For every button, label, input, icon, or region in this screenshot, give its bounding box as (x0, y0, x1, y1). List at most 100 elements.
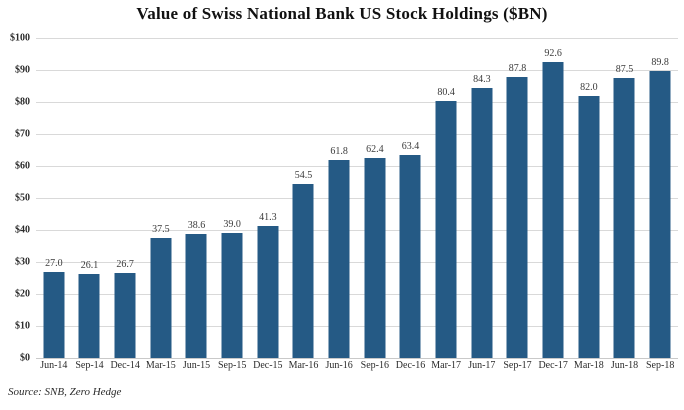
x-tick-label: Jun-15 (182, 360, 211, 371)
bar-slot: 92.6 (535, 38, 571, 358)
x-tick-label: Mar-16 (288, 360, 319, 371)
bar-slot: 84.3 (464, 38, 500, 358)
x-tick-label: Mar-18 (573, 360, 604, 371)
bar-value-label: 87.8 (508, 63, 527, 75)
x-tick-label: Sep-17 (503, 360, 532, 371)
x-tick-label: Dec-14 (110, 360, 140, 371)
bar-value-label: 61.8 (330, 146, 348, 158)
gridline (36, 262, 678, 263)
bar-value-label: 63.4 (401, 141, 420, 153)
y-tick-label: $50 (15, 192, 30, 204)
y-tick-label: $40 (15, 224, 30, 236)
bar[interactable] (399, 155, 421, 358)
gridline (36, 198, 678, 199)
bar-slot: 41.3 (250, 38, 286, 358)
x-tick-label: Mar-17 (431, 360, 462, 371)
bar[interactable] (328, 160, 350, 358)
bar[interactable] (292, 183, 314, 358)
bar-value-label: 62.4 (366, 144, 384, 156)
gridline (36, 38, 678, 39)
source-note: Source: SNB, Zero Hedge (8, 386, 122, 398)
bar-slot: 61.8 (321, 38, 357, 358)
bar[interactable] (114, 272, 136, 358)
bar-slot: 26.7 (107, 38, 143, 358)
y-tick-label: $80 (15, 96, 30, 108)
bar[interactable] (257, 225, 279, 358)
bar[interactable] (78, 274, 100, 358)
x-tick-label: Sep-18 (645, 360, 675, 371)
bar-value-label: 41.3 (259, 211, 277, 223)
bars-layer: 27.0 26.1 26.7 37.5 38.6 39.0 41.3 54.5 61.8 62.4… (36, 38, 678, 358)
bar[interactable] (364, 158, 386, 358)
x-tick-label: Dec-16 (395, 360, 426, 371)
x-tick-label: Sep-16 (360, 360, 389, 371)
x-tick-label: Jun-14 (40, 360, 68, 371)
bar[interactable] (613, 78, 635, 358)
bar[interactable] (578, 95, 600, 358)
bar-value-label: 26.7 (116, 258, 134, 270)
x-axis: Jun-14 Sep-14 Dec-14 Mar-15 Jun-15 Sep-15 Dec-… (36, 360, 678, 378)
y-tick-label: $70 (15, 128, 30, 140)
bar[interactable] (43, 271, 65, 358)
bar-value-label: 54.5 (294, 169, 313, 181)
y-tick-label: $30 (15, 256, 30, 268)
bar[interactable] (506, 77, 528, 358)
bar-slot: 27.0 (36, 38, 72, 358)
bar-slot: 39.0 (214, 38, 250, 358)
bar[interactable] (221, 233, 243, 358)
bar-value-label: 37.5 (152, 224, 170, 235)
bar-slot: 87.5 (607, 38, 643, 358)
bar[interactable] (649, 70, 671, 358)
gridline (36, 230, 678, 231)
bar-value-label: 92.6 (544, 47, 562, 59)
bar-value-label: 84.3 (473, 74, 491, 86)
gridline (36, 134, 678, 135)
gridline (36, 358, 678, 359)
bar-slot: 54.5 (286, 38, 322, 358)
bar[interactable] (185, 234, 207, 358)
x-tick-label: Jun-18 (610, 360, 639, 371)
bar-value-label: 89.8 (651, 56, 669, 68)
x-tick-label: Jun-17 (468, 360, 496, 371)
gridline (36, 294, 678, 295)
bar-value-label: 27.0 (45, 257, 63, 269)
gridline (36, 70, 678, 71)
y-axis: $0 $10 $20 $30 $40 $50 $60 $70 $80 $90 $100 (0, 33, 34, 364)
bar-value-label: 80.4 (437, 86, 455, 98)
y-tick-label: $100 (10, 32, 30, 44)
x-tick-label: Dec-17 (538, 360, 568, 371)
bar-slot: 26.1 (72, 38, 108, 358)
bar-value-label: 87.5 (615, 64, 634, 75)
bar-slot: 37.5 (143, 38, 179, 358)
bar-slot: 82.0 (571, 38, 607, 358)
bar[interactable] (150, 238, 172, 358)
bar[interactable] (542, 61, 564, 358)
bar-value-label: 38.6 (187, 220, 206, 232)
gridline (36, 102, 678, 103)
x-tick-label: Mar-15 (145, 360, 176, 371)
x-tick-label: Sep-15 (217, 360, 247, 371)
bar-value-label: 26.1 (80, 260, 99, 272)
y-tick-label: $20 (15, 288, 30, 300)
bar[interactable] (435, 100, 457, 358)
y-tick-label: $0 (20, 352, 30, 364)
bar-slot: 63.4 (393, 38, 429, 358)
bar-slot: 38.6 (179, 38, 215, 358)
y-tick-label: $60 (15, 160, 30, 172)
bar-value-label: 82.0 (580, 81, 598, 93)
bar-value-label: 39.0 (223, 219, 241, 231)
bar-slot: 87.8 (500, 38, 536, 358)
x-tick-label: Jun-16 (325, 360, 353, 371)
y-tick-label: $90 (15, 64, 30, 76)
bar-slot: 80.4 (428, 38, 464, 358)
plot-area (36, 38, 678, 359)
x-tick-label: Dec-15 (253, 360, 283, 371)
bar-slot: 62.4 (357, 38, 393, 358)
x-tick-label: Sep-14 (75, 360, 104, 371)
gridline (36, 166, 678, 167)
chart-title: Value of Swiss National Bank US Stock Ho… (136, 4, 548, 23)
gridline (36, 326, 678, 327)
bar-slot: 89.8 (642, 38, 678, 358)
bar[interactable] (471, 88, 493, 358)
